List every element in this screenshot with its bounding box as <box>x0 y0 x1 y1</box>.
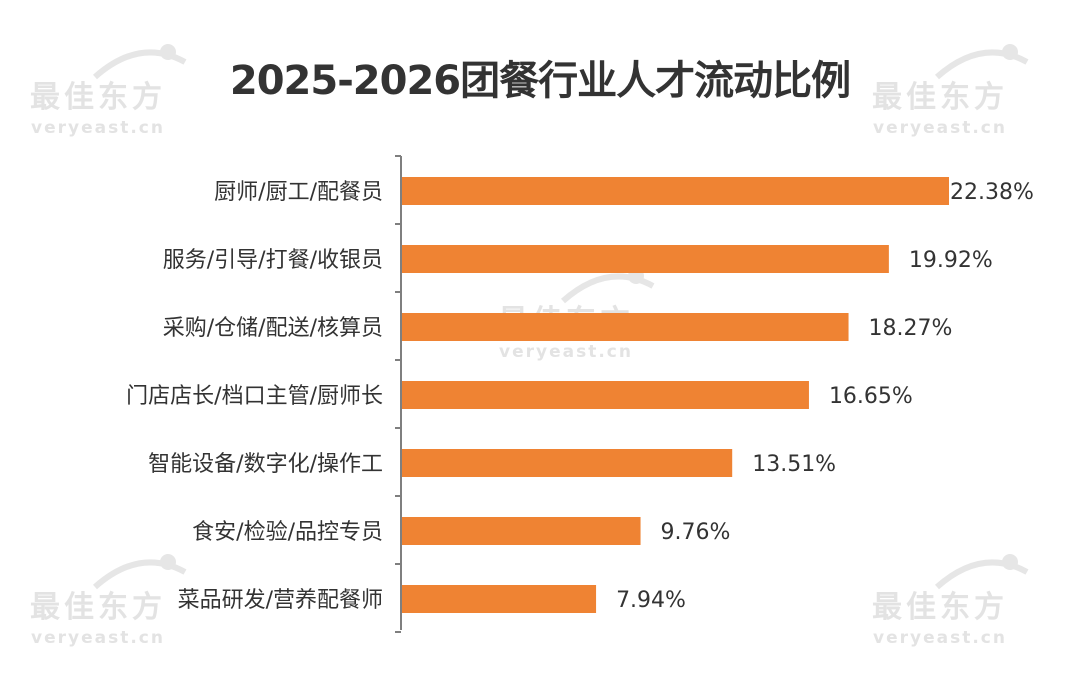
watermark-brand-cn: 最佳东方 <box>30 590 166 625</box>
category-label: 门店店长/档口主管/厨师长 <box>126 384 383 409</box>
watermark-brand-en: veryeast.cn <box>499 342 633 362</box>
bar <box>402 449 733 477</box>
watermark-brand-cn: 最佳东方 <box>30 80 166 115</box>
value-label: 9.76% <box>661 520 731 545</box>
value-label: 16.65% <box>829 384 913 409</box>
bar <box>402 313 849 341</box>
category-label: 采购/仓储/配送/核算员 <box>163 316 383 341</box>
watermark-top-left: 最佳东方 veryeast.cn <box>30 44 187 138</box>
watermark-brand-en: veryeast.cn <box>31 628 165 648</box>
value-label: 18.27% <box>869 316 953 341</box>
value-label: 19.92% <box>909 248 993 273</box>
bar <box>402 177 949 205</box>
watermark-brand-en: veryeast.cn <box>873 628 1007 648</box>
watermark-logo-icon <box>93 554 187 590</box>
watermark-bottom-right: 最佳东方 veryeast.cn <box>872 554 1029 648</box>
watermark-brand-cn: 最佳东方 <box>872 80 1008 115</box>
category-label: 菜品研发/营养配餐师 <box>178 588 383 613</box>
chart-title: 2025-2026团餐行业人才流动比例 <box>229 58 851 104</box>
value-label: 13.51% <box>752 452 836 477</box>
category-label: 智能设备/数字化/操作工 <box>148 452 383 477</box>
category-label: 食安/检验/品控专员 <box>192 520 383 545</box>
value-label: 22.38% <box>950 180 1034 205</box>
bar <box>402 585 597 613</box>
value-label: 7.94% <box>616 588 686 613</box>
watermark-brand-cn: 最佳东方 <box>872 590 1008 625</box>
watermark-top-right: 最佳东方 veryeast.cn <box>872 44 1029 138</box>
category-label: 服务/引导/打餐/收银员 <box>163 248 383 273</box>
watermark-brand-en: veryeast.cn <box>873 118 1007 138</box>
watermark-logo-icon <box>935 554 1029 590</box>
watermark-brand-en: veryeast.cn <box>31 118 165 138</box>
watermark-bottom-left: 最佳东方 veryeast.cn <box>30 554 187 648</box>
bar <box>402 245 889 273</box>
watermark-logo-icon <box>93 44 187 80</box>
bar <box>402 517 641 545</box>
bar <box>402 381 809 409</box>
category-label: 厨师/厨工/配餐员 <box>214 180 383 205</box>
watermark-logo-icon <box>935 44 1029 80</box>
